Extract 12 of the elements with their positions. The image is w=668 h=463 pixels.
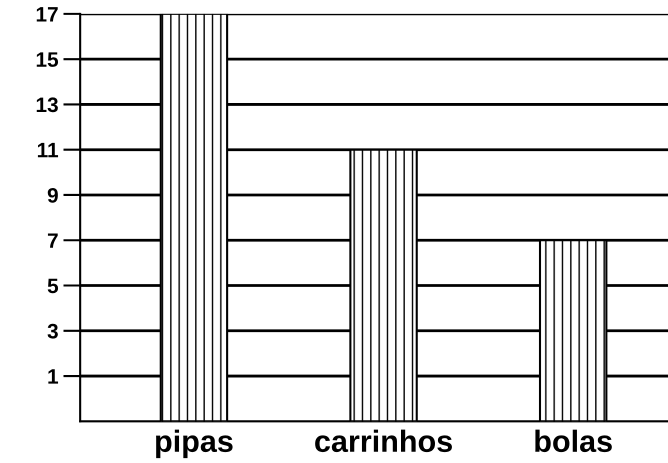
y-tick-label: 9: [48, 188, 58, 203]
y-tick-label: 3: [48, 324, 58, 339]
y-tick-label: 5: [48, 278, 58, 294]
y-tick-label: 17: [36, 7, 58, 22]
x-tick-label: carrinhos: [315, 430, 452, 452]
y-tick-label: 13: [36, 97, 58, 112]
x-tick-label: pipas: [156, 430, 233, 458]
x-tick-label: bolas: [535, 430, 612, 452]
y-tick-label: 11: [38, 142, 58, 158]
y-tick-label: 15: [36, 52, 58, 67]
y-tick-label: 7: [48, 233, 58, 248]
y-tick-label: 1: [48, 369, 58, 384]
